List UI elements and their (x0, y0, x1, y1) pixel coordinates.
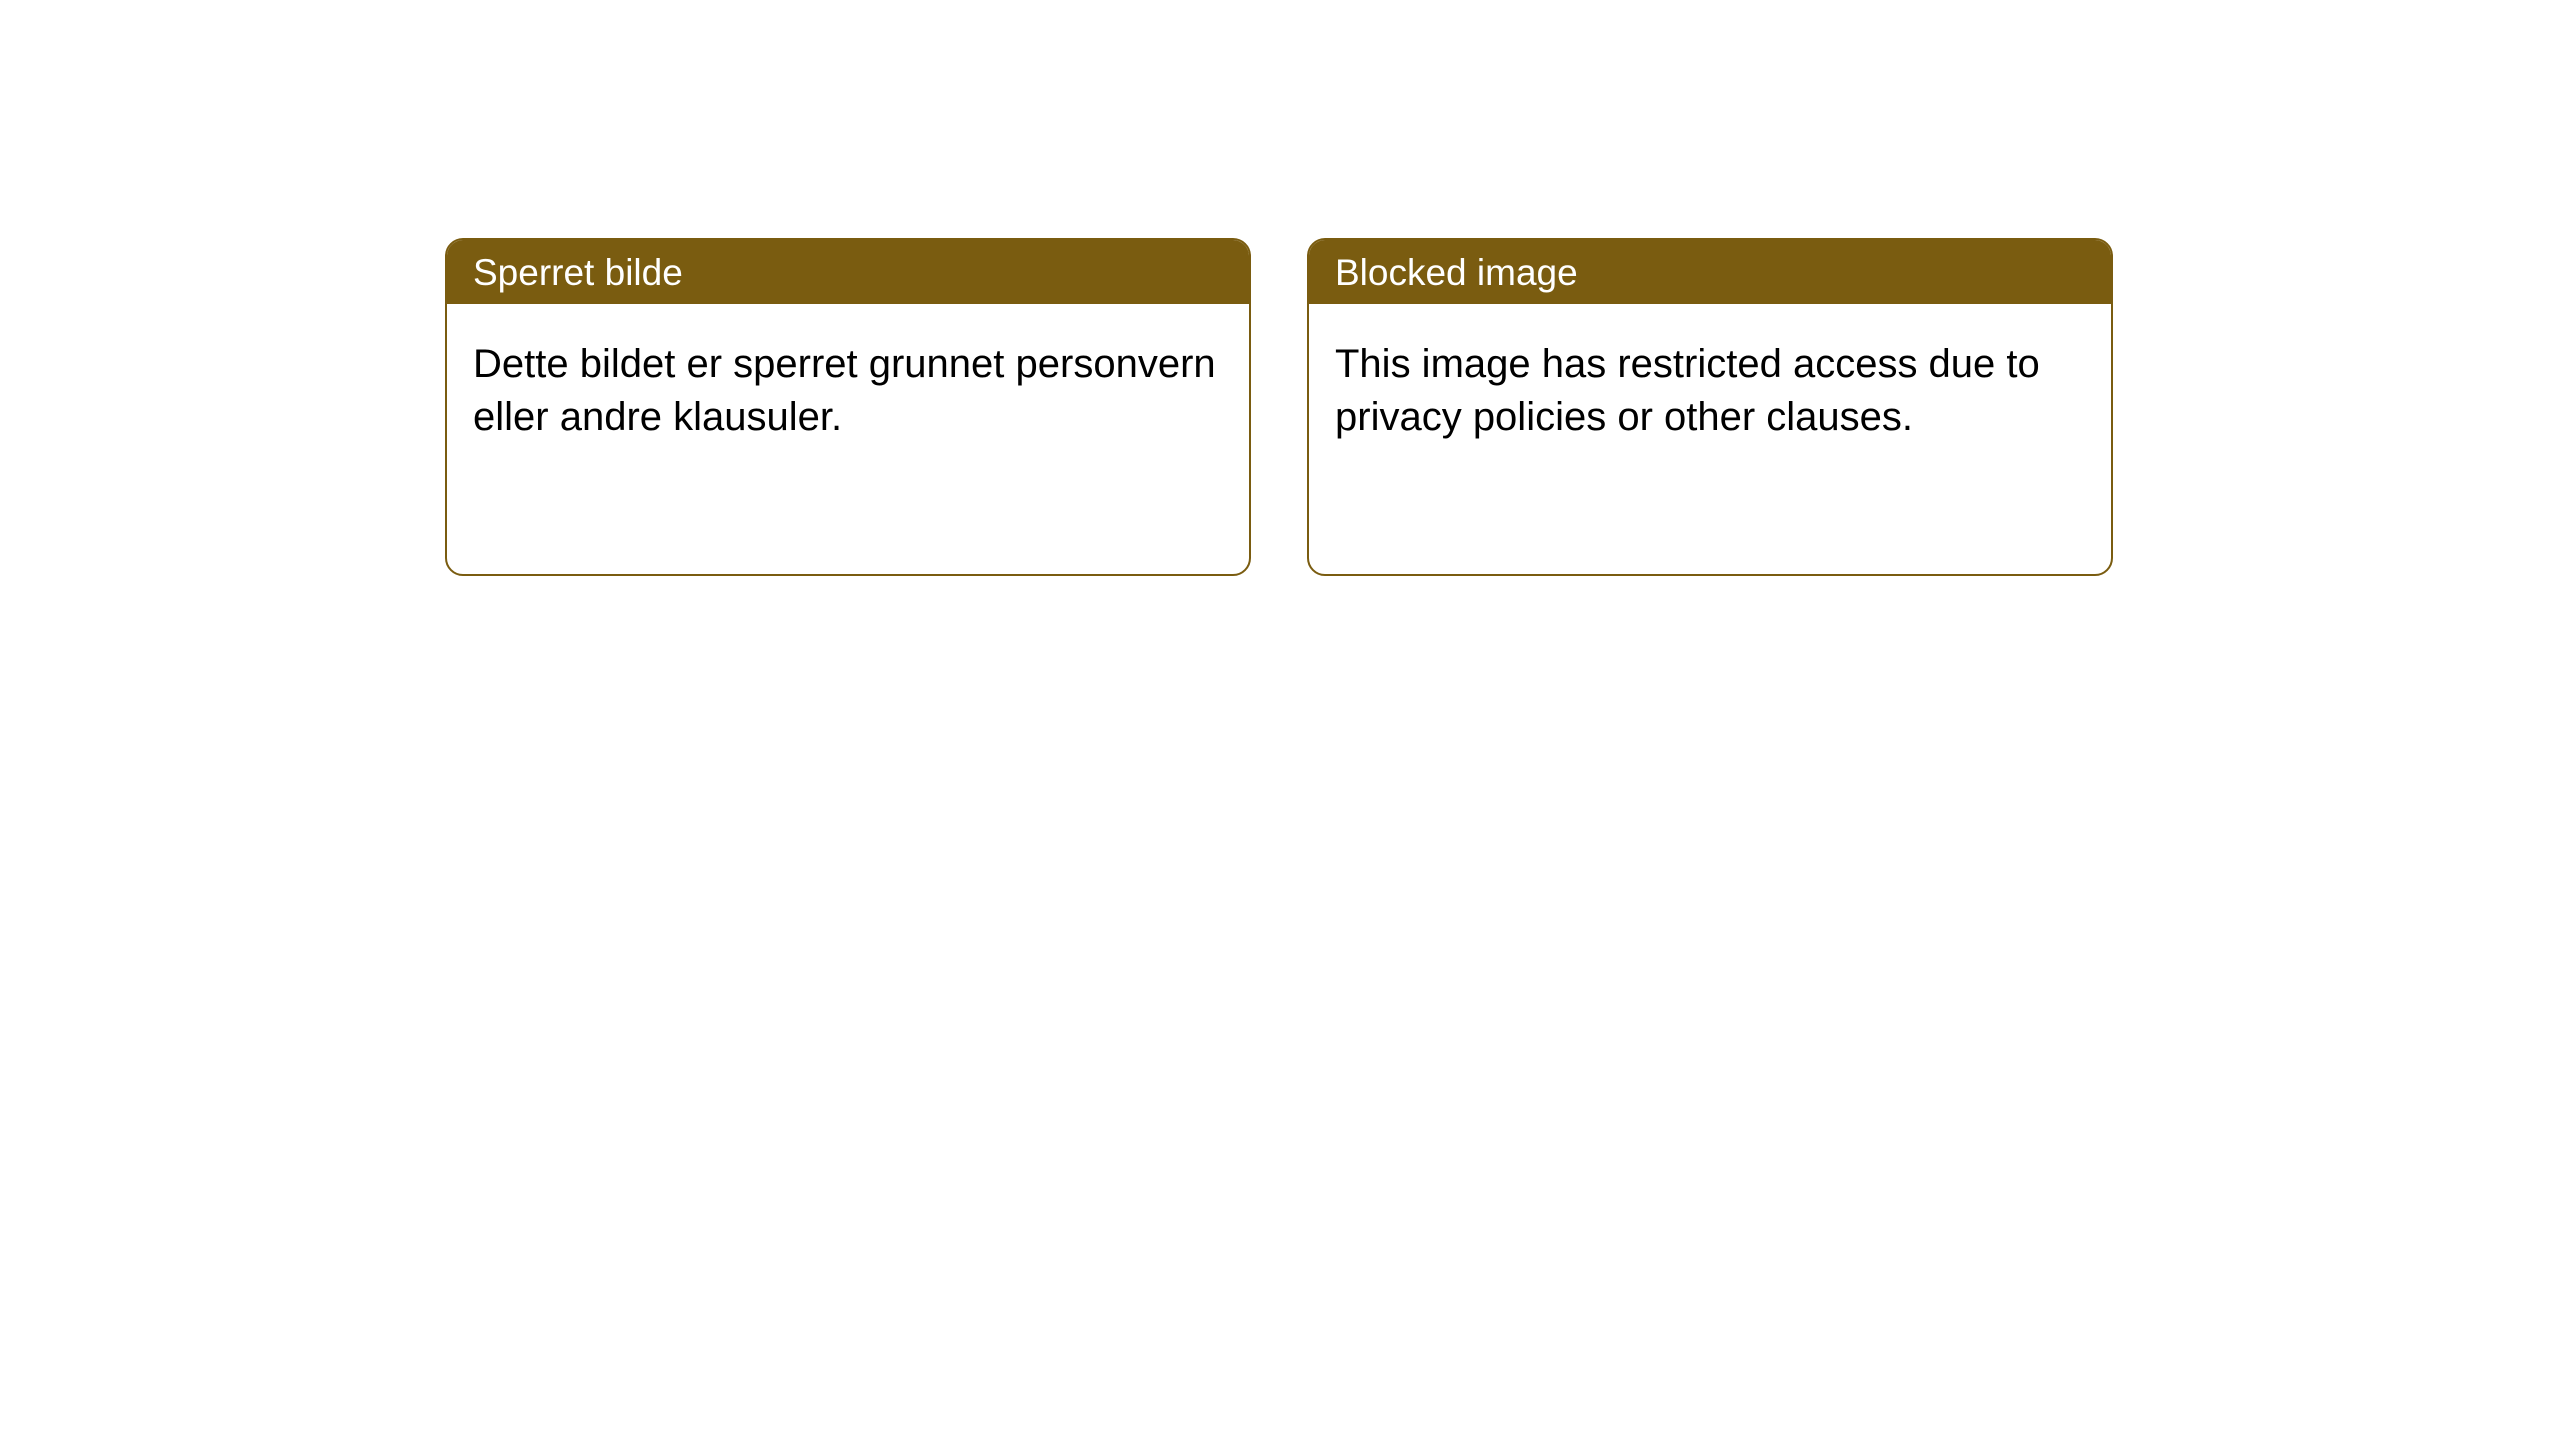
card-title: Blocked image (1309, 240, 2111, 304)
card-body: Dette bildet er sperret grunnet personve… (447, 304, 1249, 470)
card-title: Sperret bilde (447, 240, 1249, 304)
cards-container: Sperret bilde Dette bildet er sperret gr… (445, 238, 2560, 576)
card-body: This image has restricted access due to … (1309, 304, 2111, 470)
notice-card-norwegian: Sperret bilde Dette bildet er sperret gr… (445, 238, 1251, 576)
notice-card-english: Blocked image This image has restricted … (1307, 238, 2113, 576)
